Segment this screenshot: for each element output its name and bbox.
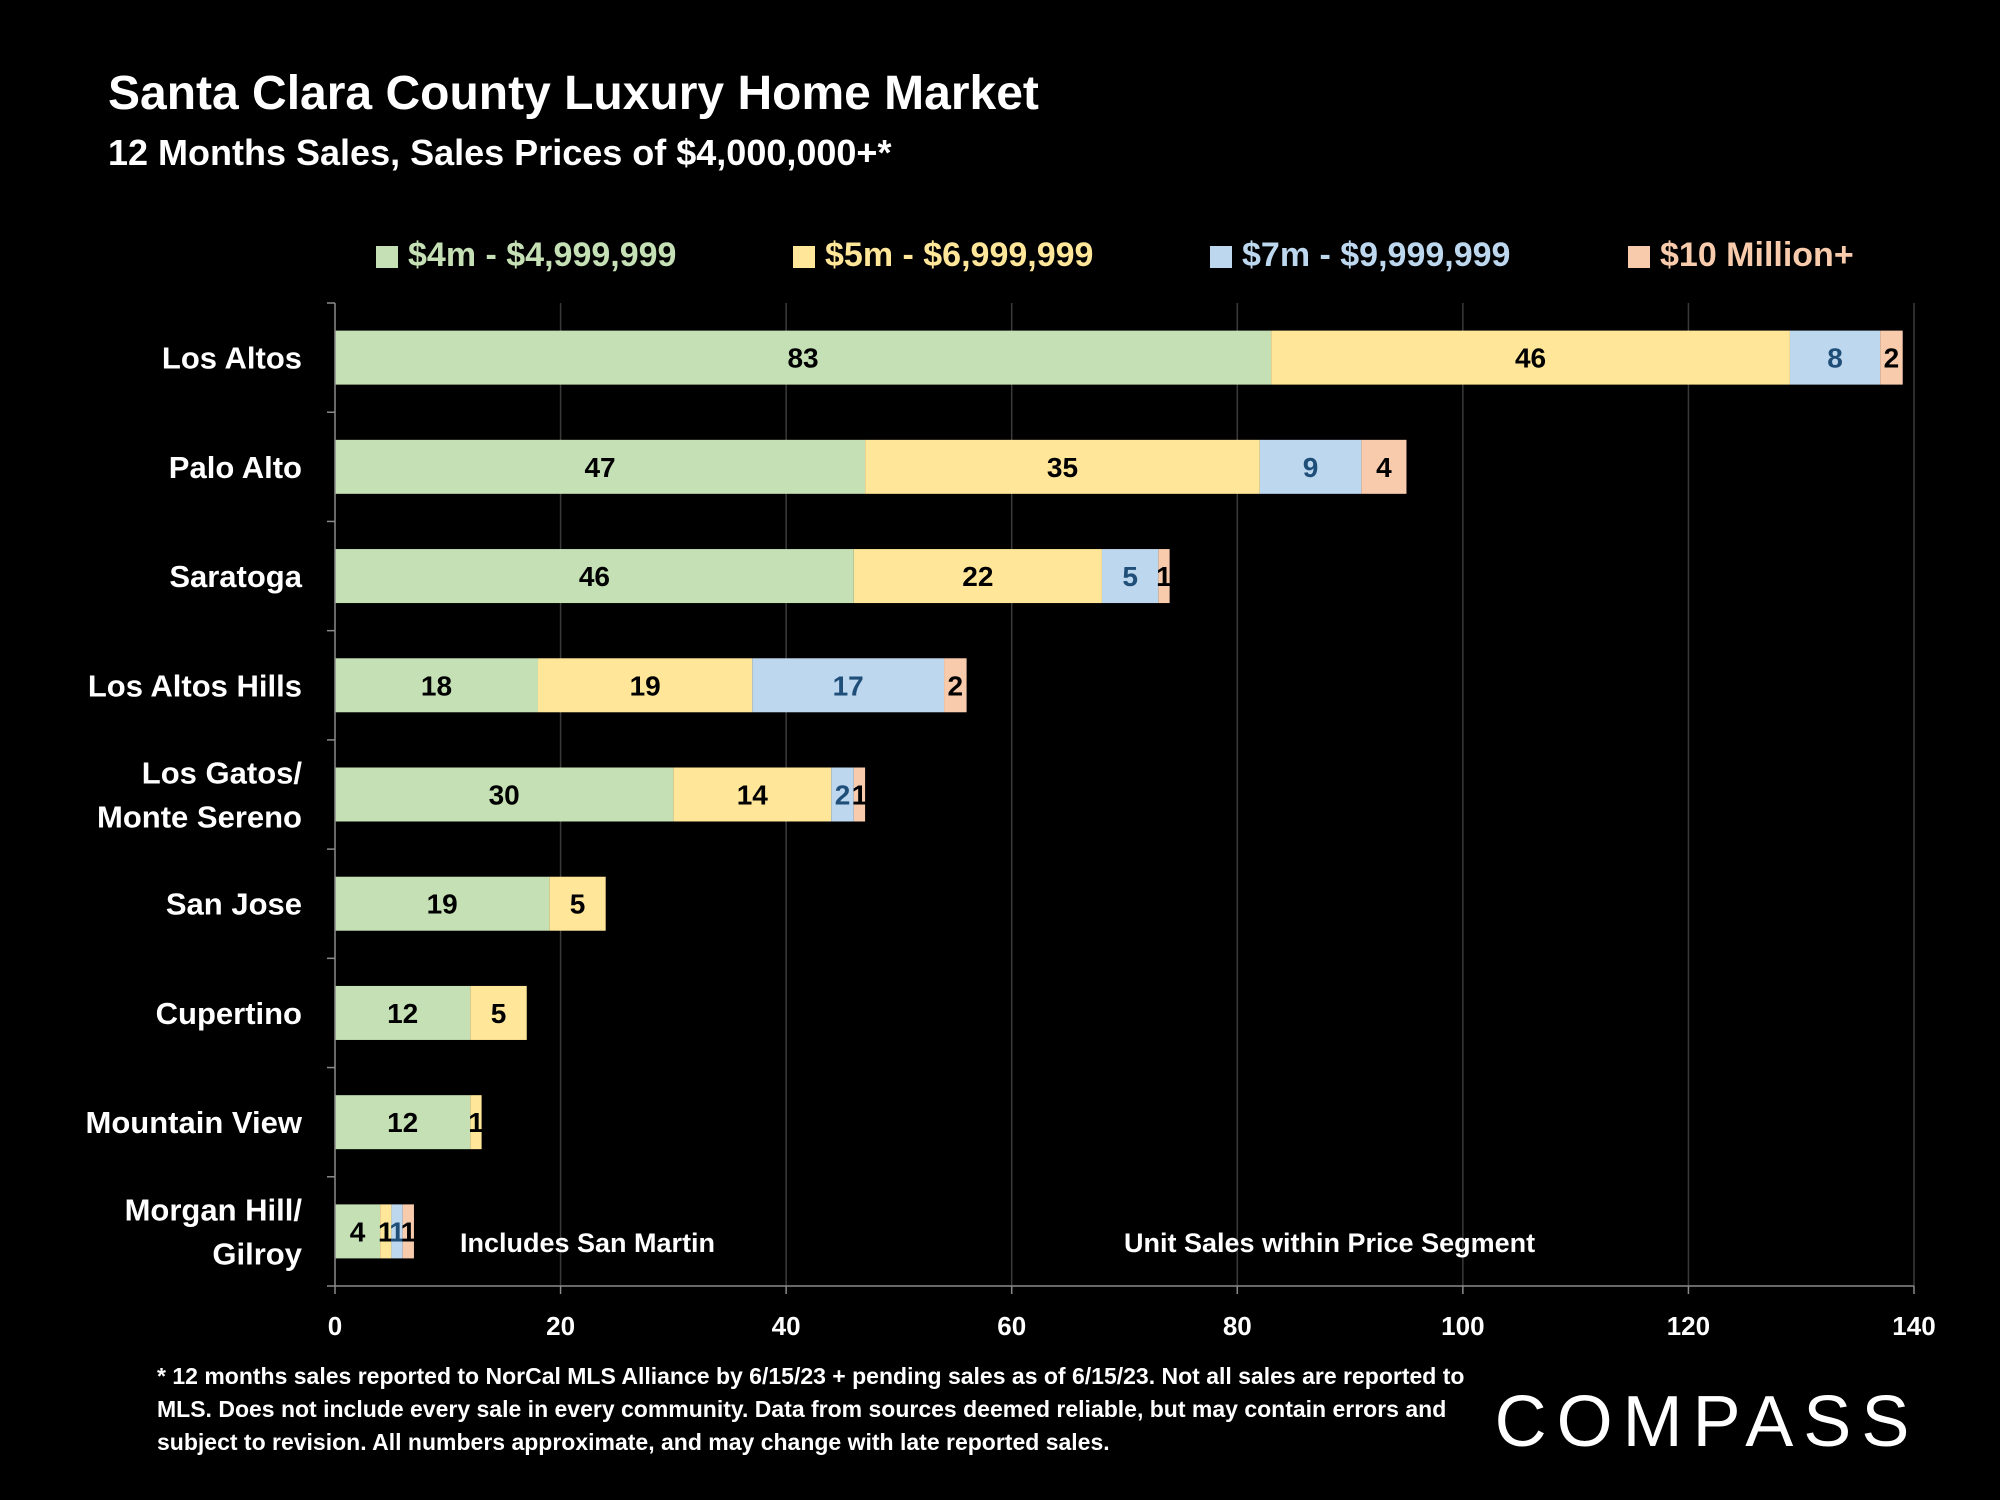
data-label-los-altos-5m-6-999-999: 46 [1515, 343, 1546, 374]
data-label-los-gatos-monte-sereno-4m-4-999-999: 30 [489, 780, 520, 811]
bar-los-altos-5m-6-999-999 [1271, 330, 1790, 385]
category-label-san-jose: San Jose [166, 887, 302, 922]
data-label-los-gatos-monte-sereno-5m-6-999-999: 14 [737, 780, 769, 811]
data-label-saratoga-10-million: 1 [1156, 561, 1172, 592]
legend-swatch-5m-6-999-999 [793, 246, 815, 268]
bar-palo-alto-10-million [1361, 439, 1407, 494]
data-label-los-gatos-monte-sereno-10-million: 1 [852, 780, 868, 811]
data-label-morgan-hill-gilroy-10-million: 1 [401, 1216, 417, 1247]
legend-swatch-10-million [1628, 246, 1650, 268]
bar-los-altos-hills-4m-4-999-999 [335, 658, 539, 713]
data-label-morgan-hill-gilroy-5m-6-999-999: 1 [378, 1216, 394, 1247]
bar-saratoga-4m-4-999-999 [335, 549, 854, 604]
category-label-mountain-view: Mountain View [86, 1105, 303, 1140]
data-label-los-gatos-monte-sereno-7m-9-999-999: 2 [835, 780, 851, 811]
x-tick-label-20: 20 [546, 1311, 575, 1341]
bar-los-altos-hills-10-million [944, 658, 967, 713]
data-label-cupertino-5m-6-999-999: 5 [491, 998, 507, 1029]
legend-label-5m-6-999-999: $5m - $6,999,999 [825, 236, 1093, 274]
footnote: * 12 months sales reported to NorCal MLS… [157, 1363, 1465, 1455]
bar-morgan-hill-gilroy-5m-6-999-999 [380, 1204, 392, 1259]
category-label-los-altos: Los Altos [162, 341, 302, 376]
data-label-san-jose-5m-6-999-999: 5 [570, 889, 586, 920]
legend-swatch-4m-4-999-999 [376, 246, 398, 268]
category-label-saratoga: Saratoga [169, 559, 302, 594]
bar-palo-alto-5m-6-999-999 [865, 439, 1260, 494]
bar-los-altos-hills-7m-9-999-999 [752, 658, 945, 713]
bar-los-altos-hills-5m-6-999-999 [538, 658, 753, 713]
bar-morgan-hill-gilroy-7m-9-999-999 [391, 1204, 403, 1259]
chart-title: Santa Clara County Luxury Home Market [108, 67, 1039, 120]
bar-san-jose-5m-6-999-999 [549, 876, 606, 931]
legend-label-4m-4-999-999: $4m - $4,999,999 [408, 236, 676, 274]
data-label-mountain-view-5m-6-999-999: 1 [468, 1107, 484, 1138]
category-label-palo-alto: Palo Alto [169, 450, 302, 485]
x-tick-label-120: 120 [1667, 1311, 1710, 1341]
annotations: Includes San Martin Unit Sales within Pri… [460, 1228, 1535, 1258]
x-tick-label-80: 80 [1223, 1311, 1252, 1341]
bar-los-altos-10-million [1880, 330, 1903, 385]
bar-los-gatos-monte-sereno-7m-9-999-999 [831, 767, 854, 822]
legend: $4m - $4,999,999 $5m - $6,999,999 $7m - $9… [376, 236, 1854, 274]
data-label-saratoga-5m-6-999-999: 22 [962, 561, 993, 592]
bars: 83 46 8 247 35 9 446 22 5 118 19 17 230 14 2 119 512 512 1… [335, 330, 1903, 1259]
bar-los-altos-7m-9-999-999 [1789, 330, 1881, 385]
bar-saratoga-10-million [1158, 549, 1170, 604]
data-label-palo-alto-5m-6-999-999: 35 [1047, 452, 1078, 483]
category-label-los-altos-hills: Los Altos Hills [88, 668, 302, 703]
axes: 0 20 40 60 80 100 120 140 Los Altos Palo Alto Sara… [86, 302, 1936, 1341]
annotation-unit-sales-within-price-segment: Unit Sales within Price Segment [1124, 1228, 1535, 1258]
x-tick-label-100: 100 [1441, 1311, 1484, 1341]
bar-palo-alto-7m-9-999-999 [1259, 439, 1362, 494]
legend-label-10-million: $10 Million+ [1660, 236, 1854, 274]
data-label-san-jose-4m-4-999-999: 19 [427, 889, 458, 920]
chart-subtitle: 12 Months Sales, Sales Prices of $4,000,… [108, 132, 892, 173]
data-label-saratoga-7m-9-999-999: 5 [1122, 561, 1138, 592]
x-tick-label-60: 60 [997, 1311, 1026, 1341]
logo-wordmark: COMPASS [1495, 1382, 1920, 1458]
bar-saratoga-7m-9-999-999 [1101, 549, 1159, 604]
x-tick-label-40: 40 [772, 1311, 801, 1341]
x-tick-label-140: 140 [1892, 1311, 1935, 1341]
compass-logo: COMPASS [1495, 1382, 1920, 1458]
bar-los-gatos-monte-sereno-4m-4-999-999 [335, 767, 674, 822]
bar-morgan-hill-gilroy-4m-4-999-999 [335, 1204, 381, 1259]
data-label-los-altos-hills-4m-4-999-999: 18 [421, 670, 452, 701]
data-label-los-altos-4m-4-999-999: 83 [787, 343, 818, 374]
category-label-morgan-hill-gilroy: Morgan Hill/Gilroy [125, 1192, 303, 1271]
bar-cupertino-5m-6-999-999 [470, 985, 527, 1040]
bar-mountain-view-4m-4-999-999 [335, 1095, 471, 1150]
data-label-palo-alto-10-million: 4 [1376, 452, 1392, 483]
annotation-includes-san-martin: Includes San Martin [460, 1228, 715, 1258]
category-label-los-gatos-monte-sereno: Los Gatos/Monte Sereno [97, 756, 302, 835]
category-label-cupertino: Cupertino [156, 996, 302, 1031]
data-label-los-altos-hills-5m-6-999-999: 19 [630, 670, 661, 701]
data-label-mountain-view-4m-4-999-999: 12 [387, 1107, 418, 1138]
legend-label-7m-9-999-999: $7m - $9,999,999 [1242, 236, 1510, 274]
data-label-morgan-hill-gilroy-7m-9-999-999: 1 [389, 1216, 405, 1247]
data-label-palo-alto-7m-9-999-999: 9 [1303, 452, 1319, 483]
data-label-cupertino-4m-4-999-999: 12 [387, 998, 418, 1029]
data-label-saratoga-4m-4-999-999: 46 [579, 561, 610, 592]
bar-palo-alto-4m-4-999-999 [335, 439, 866, 494]
bar-mountain-view-5m-6-999-999 [470, 1095, 482, 1150]
data-label-morgan-hill-gilroy-4m-4-999-999: 4 [350, 1216, 366, 1247]
bar-morgan-hill-gilroy-10-million [402, 1204, 414, 1259]
stacked-bar-chart: $4m - $4,999,999 $5m - $6,999,999 $7m - $9… [86, 236, 1936, 1341]
data-label-los-altos-hills-10-million: 2 [948, 670, 964, 701]
data-label-palo-alto-4m-4-999-999: 47 [584, 452, 615, 483]
data-label-los-altos-hills-7m-9-999-999: 17 [833, 670, 864, 701]
bar-saratoga-5m-6-999-999 [853, 549, 1102, 604]
bar-los-altos-4m-4-999-999 [335, 330, 1272, 385]
legend-swatch-7m-9-999-999 [1210, 246, 1232, 268]
data-label-los-altos-10-million: 2 [1884, 343, 1900, 374]
bar-cupertino-4m-4-999-999 [335, 985, 471, 1040]
bar-los-gatos-monte-sereno-10-million [853, 767, 866, 822]
x-tick-label-0: 0 [328, 1311, 342, 1341]
bar-los-gatos-monte-sereno-5m-6-999-999 [673, 767, 832, 822]
data-label-los-altos-7m-9-999-999: 8 [1827, 343, 1843, 374]
bar-san-jose-4m-4-999-999 [335, 876, 550, 931]
